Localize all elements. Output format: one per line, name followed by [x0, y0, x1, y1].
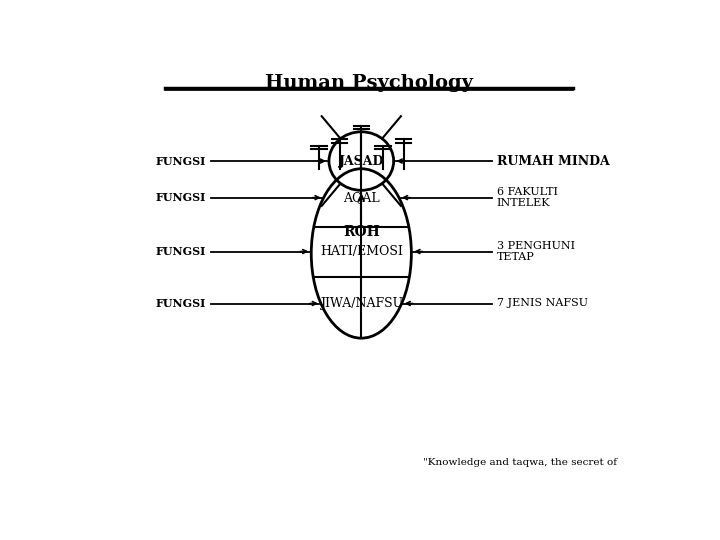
Text: 7 JENIS NAFSU: 7 JENIS NAFSU: [497, 299, 588, 308]
Text: FUNGSI: FUNGSI: [156, 298, 206, 309]
Text: "Knowledge and taqwa, the secret of: "Knowledge and taqwa, the secret of: [423, 458, 617, 467]
Text: JIWA/NAFSU: JIWA/NAFSU: [320, 297, 403, 310]
Text: FUNGSI: FUNGSI: [156, 246, 206, 257]
Text: Human Psychology: Human Psychology: [265, 74, 473, 92]
Text: ROH: ROH: [343, 225, 379, 239]
Text: JASAD: JASAD: [338, 154, 384, 167]
Text: HATI/EMOSI: HATI/EMOSI: [320, 245, 402, 258]
Text: 6 FAKULTI
INTELEK: 6 FAKULTI INTELEK: [497, 187, 558, 208]
Text: FUNGSI: FUNGSI: [156, 156, 206, 166]
Text: FUNGSI: FUNGSI: [156, 192, 206, 203]
Text: AQAL: AQAL: [343, 191, 379, 204]
Text: RUMAH MINDA: RUMAH MINDA: [497, 154, 610, 167]
Text: 3 PENGHUNI
TETAP: 3 PENGHUNI TETAP: [497, 241, 575, 262]
